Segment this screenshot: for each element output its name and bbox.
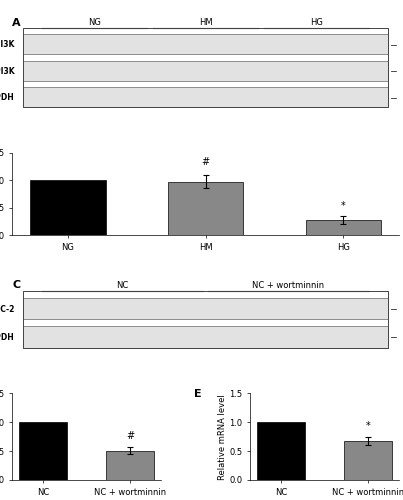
Bar <box>23 34 388 54</box>
Bar <box>106 450 154 480</box>
Text: p-PI3K: p-PI3K <box>0 40 15 49</box>
Text: #: # <box>126 432 134 442</box>
Text: HM: HM <box>199 18 212 27</box>
Bar <box>19 422 67 480</box>
Text: Total PI3K: Total PI3K <box>0 66 15 76</box>
Bar <box>23 61 388 80</box>
Text: ClC-2: ClC-2 <box>0 304 15 314</box>
Text: GAPDH: GAPDH <box>0 93 15 102</box>
Bar <box>168 182 243 235</box>
Text: *: * <box>366 422 371 432</box>
Bar <box>344 442 392 480</box>
Text: C: C <box>12 280 20 290</box>
Text: NG: NG <box>89 18 102 27</box>
Bar <box>23 88 388 107</box>
Bar <box>23 291 388 348</box>
Bar <box>30 180 106 235</box>
Bar <box>23 298 388 320</box>
Text: GAPDH: GAPDH <box>0 333 15 342</box>
Text: #: # <box>202 157 210 167</box>
Bar <box>23 326 388 347</box>
Bar <box>23 28 388 107</box>
Text: NC + wortminnin: NC + wortminnin <box>252 281 324 290</box>
Text: A: A <box>12 18 21 28</box>
Y-axis label: Relative mRNA level: Relative mRNA level <box>218 394 226 480</box>
Text: *: * <box>341 201 346 211</box>
Text: NC: NC <box>116 281 129 290</box>
Bar <box>305 220 381 235</box>
Bar <box>257 422 305 480</box>
Text: E: E <box>193 389 201 399</box>
Text: HG: HG <box>310 18 322 27</box>
